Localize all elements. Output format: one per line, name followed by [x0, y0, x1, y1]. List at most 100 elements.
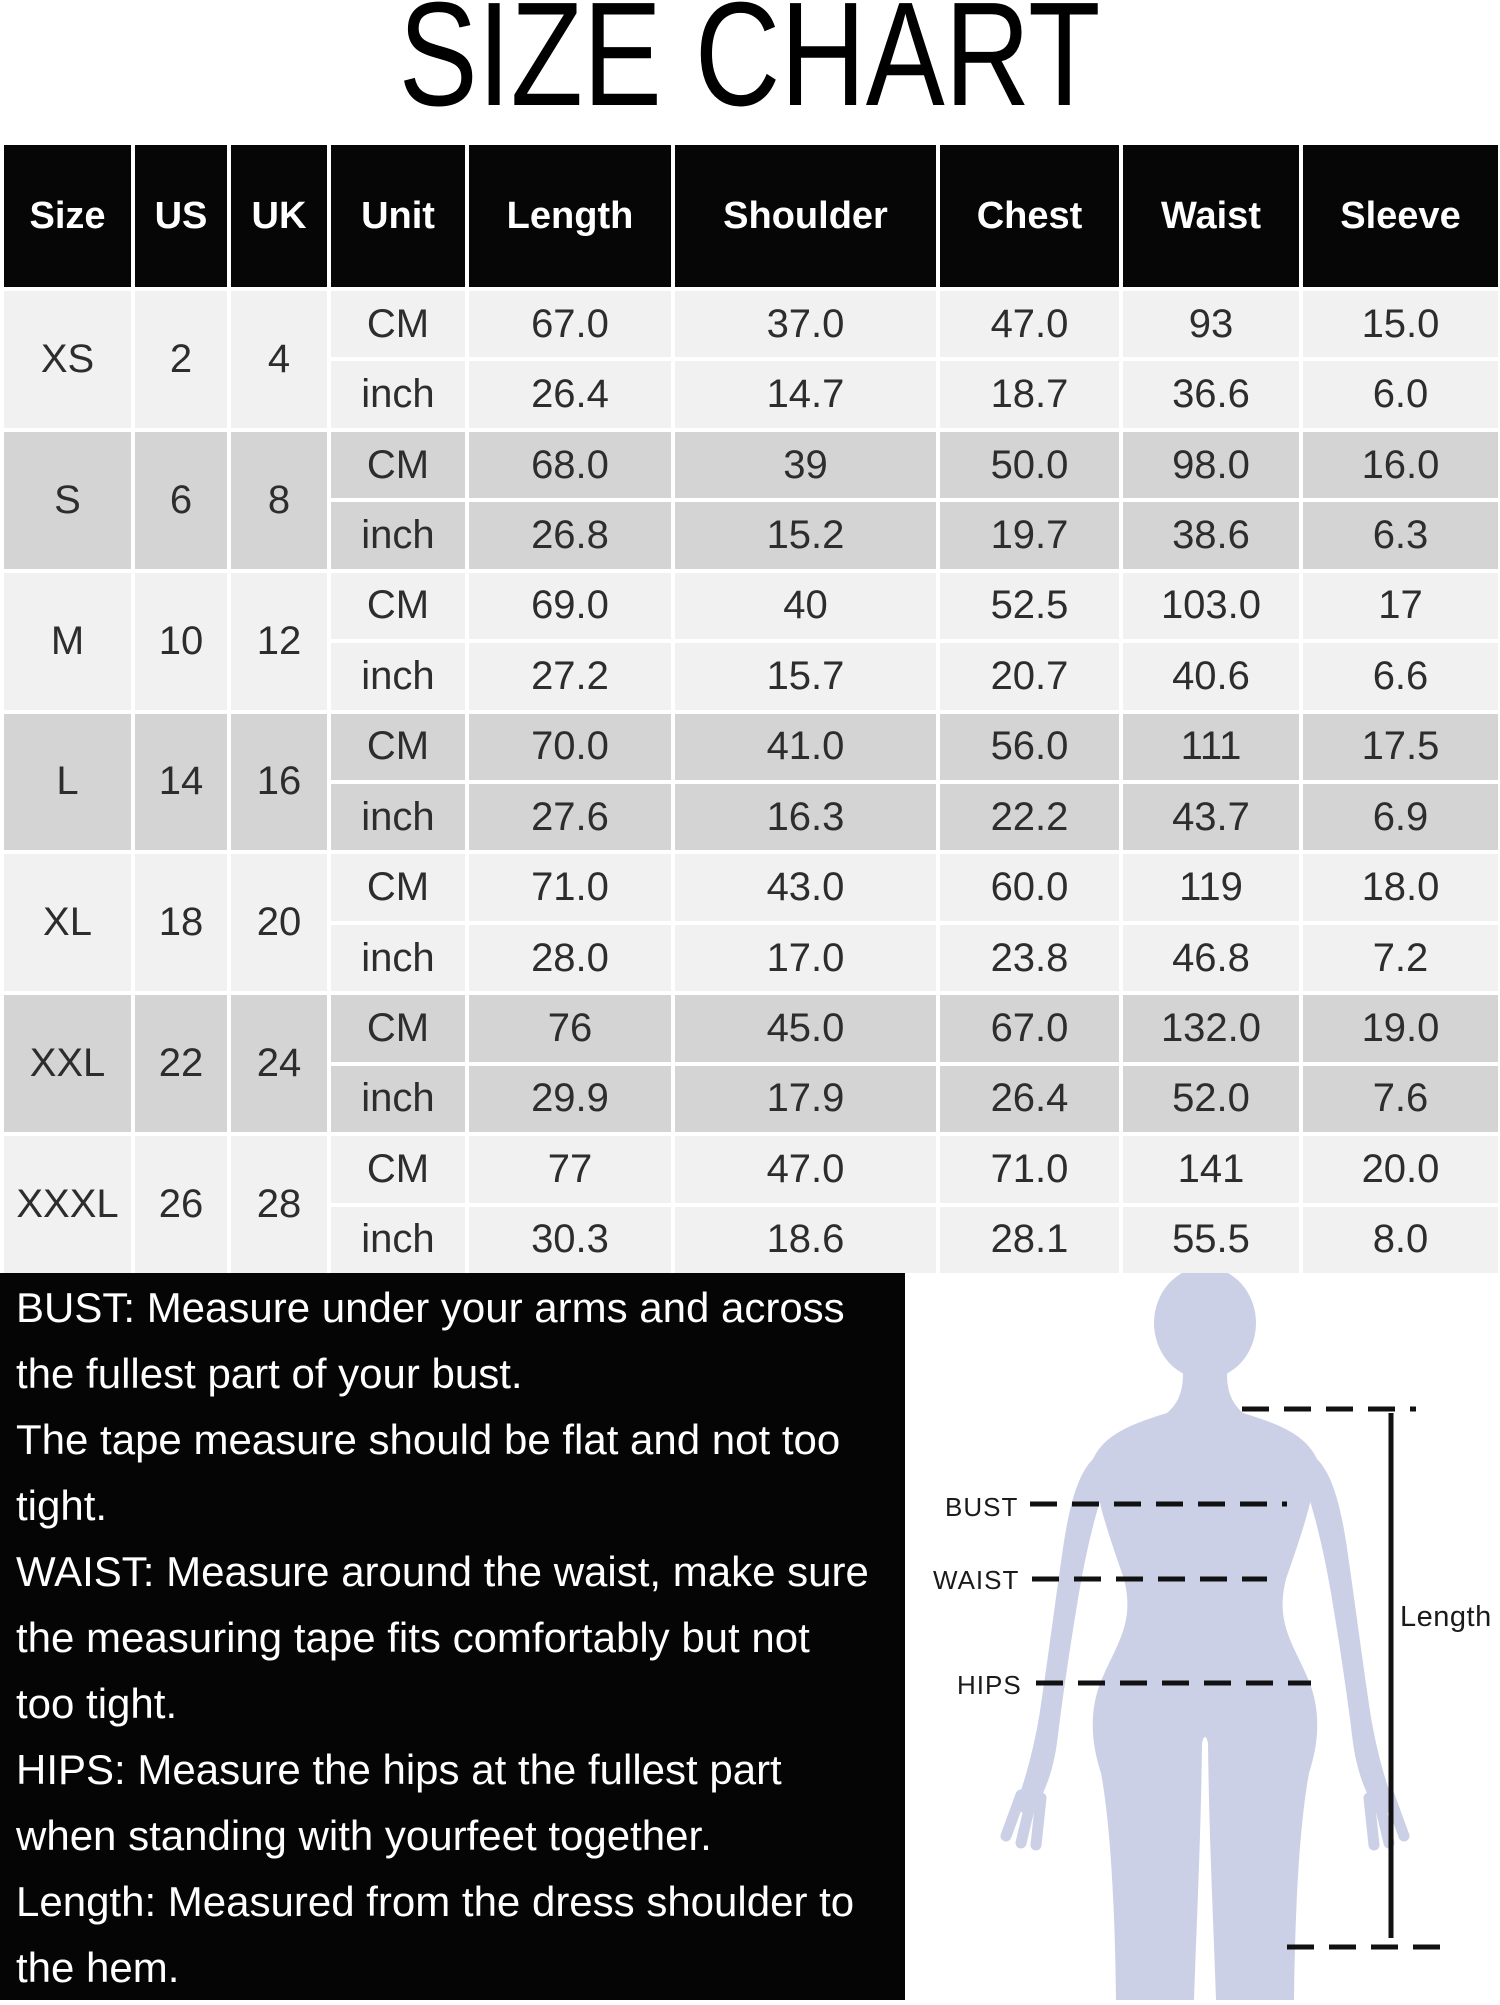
inch-value-cell: 6.0 — [1303, 361, 1498, 428]
unit-inch-cell: inch — [331, 643, 465, 710]
unit-inch-cell: inch — [331, 784, 465, 851]
cm-value-cell: 20.0 — [1303, 1136, 1498, 1203]
inch-value-cell: 7.6 — [1303, 1065, 1498, 1133]
cm-value-cell: 111 — [1123, 713, 1299, 780]
cm-value-cell: 103.0 — [1123, 572, 1299, 640]
cm-value-cell: 43.0 — [675, 854, 936, 921]
size-cell: S — [4, 431, 131, 569]
inch-value-cell: 15.7 — [675, 643, 936, 710]
inch-value-cell: 55.5 — [1123, 1206, 1299, 1273]
right-hand-finger — [1363, 1792, 1380, 1851]
inch-value-cell: 26.8 — [469, 502, 671, 569]
inch-value-cell: 18.6 — [675, 1206, 936, 1273]
inch-value-cell: 46.8 — [1123, 924, 1299, 992]
header-cell-size: Size — [4, 145, 131, 287]
inch-value-cell: 15.2 — [675, 502, 936, 569]
cm-value-cell: 68.0 — [469, 431, 671, 499]
cm-value-cell: 60.0 — [940, 854, 1119, 921]
cm-value-cell: 98.0 — [1123, 431, 1299, 499]
unit-cm-cell: CM — [331, 713, 465, 780]
instruction-line: The tape measure should be flat and not … — [16, 1416, 841, 1463]
cm-value-cell: 17.5 — [1303, 713, 1498, 780]
inch-value-cell: 29.9 — [469, 1065, 671, 1133]
cm-value-cell: 16.0 — [1303, 431, 1498, 499]
cm-value-cell: 69.0 — [469, 572, 671, 640]
cm-value-cell: 52.5 — [940, 572, 1119, 640]
cm-value-cell: 18.0 — [1303, 854, 1498, 921]
inch-value-cell: 19.7 — [940, 502, 1119, 569]
unit-cm-cell: CM — [331, 291, 465, 358]
unit-cm-cell: CM — [331, 572, 465, 640]
header-cell-uk: UK — [231, 145, 327, 287]
cm-value-cell: 37.0 — [675, 291, 936, 358]
size-table: Size US UK Unit Length Shoulder Chest Waist Slee… — [4, 145, 1498, 1273]
inch-value-cell: 26.4 — [940, 1065, 1119, 1133]
uk-size-cell: 8 — [231, 431, 327, 569]
title-bar: SIZE CHART — [0, 0, 1500, 130]
measurement-instructions: BUST: Measure under your arms and across… — [0, 1273, 905, 2000]
inch-value-cell: 6.3 — [1303, 502, 1498, 569]
inch-value-cell: 7.2 — [1303, 924, 1498, 992]
header-cell-unit: Unit — [331, 145, 465, 287]
inch-value-cell: 8.0 — [1303, 1206, 1498, 1273]
instruction-line: the measuring tape fits comfortably but … — [16, 1614, 810, 1661]
uk-size-cell: 4 — [231, 291, 327, 428]
uk-size-cell: 12 — [231, 572, 327, 710]
header-cell-sleeve: Sleeve — [1303, 145, 1498, 287]
left-hand-finger — [1015, 1795, 1037, 1849]
inch-value-cell: 17.0 — [675, 924, 936, 992]
cm-value-cell: 71.0 — [940, 1136, 1119, 1203]
cm-value-cell: 141 — [1123, 1136, 1299, 1203]
page-title: SIZE CHART — [399, 0, 1101, 137]
unit-cm-cell: CM — [331, 1136, 465, 1203]
measurement-figure: BUST WAIST HIPS Length — [905, 1267, 1500, 2000]
inch-value-cell: 20.7 — [940, 643, 1119, 710]
cm-value-cell: 41.0 — [675, 713, 936, 780]
inch-value-cell: 27.2 — [469, 643, 671, 710]
cm-value-cell: 67.0 — [469, 291, 671, 358]
body-silhouette-diagram: BUST WAIST HIPS Length — [933, 1267, 1492, 2000]
cm-value-cell: 40 — [675, 572, 936, 640]
cm-value-cell: 71.0 — [469, 854, 671, 921]
cm-value-cell: 119 — [1123, 854, 1299, 921]
us-size-cell: 14 — [135, 713, 227, 851]
cm-value-cell: 132.0 — [1123, 995, 1299, 1062]
uk-size-cell: 24 — [231, 995, 327, 1133]
unit-inch-cell: inch — [331, 1065, 465, 1133]
inch-value-cell: 28.1 — [940, 1206, 1119, 1273]
instruction-line: WAIST: Measure around the waist, make su… — [16, 1548, 869, 1595]
inch-value-cell: 17.9 — [675, 1065, 936, 1133]
us-size-cell: 26 — [135, 1136, 227, 1273]
instruction-line: too tight. — [16, 1680, 178, 1727]
unit-inch-cell: inch — [331, 924, 465, 992]
cm-value-cell: 93 — [1123, 291, 1299, 358]
size-cell: L — [4, 713, 131, 851]
inch-value-cell: 40.6 — [1123, 643, 1299, 710]
inch-value-cell: 36.6 — [1123, 361, 1299, 428]
inch-value-cell: 6.6 — [1303, 643, 1498, 710]
cm-value-cell: 50.0 — [940, 431, 1119, 499]
inch-value-cell: 52.0 — [1123, 1065, 1299, 1133]
instruction-line: HIPS: Measure the hips at the fullest pa… — [16, 1746, 782, 1793]
cm-value-cell: 15.0 — [1303, 291, 1498, 358]
body-silhouette — [1000, 1267, 1410, 2000]
waist-label: WAIST — [933, 1565, 1019, 1595]
inch-value-cell: 26.4 — [469, 361, 671, 428]
instruction-line: Length: Measured from the dress shoulder… — [16, 1878, 855, 1925]
unit-inch-cell: inch — [331, 361, 465, 428]
inch-value-cell: 38.6 — [1123, 502, 1299, 569]
cm-value-cell: 45.0 — [675, 995, 936, 1062]
unit-cm-cell: CM — [331, 431, 465, 499]
us-size-cell: 10 — [135, 572, 227, 710]
inch-value-cell: 6.9 — [1303, 784, 1498, 851]
length-label: Length — [1400, 1601, 1492, 1633]
inch-value-cell: 16.3 — [675, 784, 936, 851]
right-hand-finger — [1373, 1795, 1395, 1849]
inch-value-cell: 18.7 — [940, 361, 1119, 428]
left-hand-finger — [1030, 1792, 1047, 1851]
inch-value-cell: 22.2 — [940, 784, 1119, 851]
us-size-cell: 6 — [135, 431, 227, 569]
hips-label: HIPS — [957, 1670, 1022, 1700]
instruction-line: the fullest part of your bust. — [16, 1350, 523, 1397]
